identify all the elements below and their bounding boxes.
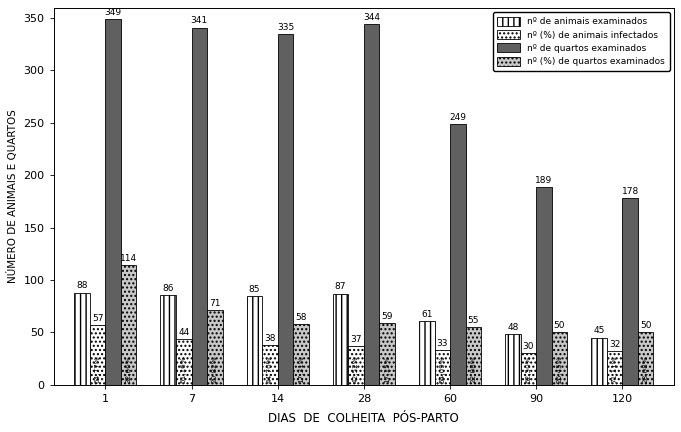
Bar <box>90 325 106 384</box>
Text: 71: 71 <box>209 299 221 308</box>
Text: 85: 85 <box>249 285 260 294</box>
Text: 20,82%: 20,82% <box>212 355 218 383</box>
Text: 58: 58 <box>295 313 306 322</box>
Bar <box>121 265 136 384</box>
Text: 59: 59 <box>381 312 393 321</box>
Bar <box>278 34 294 384</box>
Text: 114: 114 <box>120 254 137 263</box>
Text: 87: 87 <box>335 283 347 292</box>
Text: 335: 335 <box>276 23 294 32</box>
Text: 30: 30 <box>523 342 534 351</box>
Bar <box>622 198 638 384</box>
Bar <box>333 294 349 384</box>
Text: 45: 45 <box>593 327 605 336</box>
Text: 48: 48 <box>507 323 519 332</box>
Text: 61: 61 <box>421 310 432 319</box>
Bar <box>638 332 653 384</box>
Text: 38: 38 <box>264 334 276 343</box>
Bar <box>591 337 607 384</box>
Bar <box>294 324 308 384</box>
Text: 249: 249 <box>449 113 466 122</box>
Bar <box>106 19 121 384</box>
Text: 42,52%: 42,52% <box>353 355 359 383</box>
Text: 349: 349 <box>105 8 122 17</box>
Text: 32: 32 <box>609 340 620 349</box>
Text: 44,70%: 44,70% <box>267 355 273 383</box>
Bar <box>552 332 567 384</box>
X-axis label: DIAS  DE  COLHEITA  PÓS-PARTO: DIAS DE COLHEITA PÓS-PARTO <box>268 412 459 425</box>
Bar <box>607 351 622 384</box>
Text: 341: 341 <box>191 16 208 25</box>
Bar <box>191 28 207 384</box>
Text: 28,08%: 28,08% <box>643 355 648 383</box>
Text: 32,66%: 32,66% <box>125 355 131 383</box>
Bar <box>466 327 481 384</box>
Text: 178: 178 <box>622 187 639 196</box>
Text: 71,11%: 71,11% <box>612 355 618 383</box>
Bar <box>521 353 536 384</box>
Text: 64,77%: 64,77% <box>95 355 101 383</box>
Bar <box>262 345 278 384</box>
Text: 57: 57 <box>92 314 104 323</box>
Bar <box>247 295 262 384</box>
Text: 44: 44 <box>178 327 189 337</box>
Text: 22,08%: 22,08% <box>471 355 476 383</box>
Bar <box>450 124 466 384</box>
Text: 50: 50 <box>554 321 565 330</box>
Bar <box>379 323 395 384</box>
Bar <box>364 24 379 384</box>
Bar <box>161 295 176 384</box>
Bar <box>207 310 223 384</box>
Legend: nº de animais examinados, nº (%) de animais infectados, nº de quartos examinados: nº de animais examinados, nº (%) de anim… <box>493 12 669 71</box>
Text: 62,50%: 62,50% <box>526 355 531 383</box>
Bar <box>536 187 552 384</box>
Text: 33: 33 <box>437 339 448 348</box>
Bar <box>349 346 364 384</box>
Text: 17,31%: 17,31% <box>298 355 304 383</box>
Text: 50: 50 <box>640 321 651 330</box>
Bar <box>176 339 191 384</box>
Bar <box>505 334 521 384</box>
Text: 86: 86 <box>163 283 174 292</box>
Text: 37: 37 <box>350 335 362 344</box>
Bar <box>434 350 450 384</box>
Text: 51,16%: 51,16% <box>180 355 187 383</box>
Text: 88: 88 <box>76 281 88 290</box>
Text: 54,09%: 54,09% <box>439 355 445 383</box>
Bar <box>74 292 90 384</box>
Text: 189: 189 <box>535 176 552 184</box>
Bar <box>419 321 434 384</box>
Text: 344: 344 <box>363 13 380 22</box>
Text: 55: 55 <box>468 316 479 325</box>
Text: 17,15%: 17,15% <box>384 355 390 383</box>
Y-axis label: NÚMERO DE ANIMAIS E QUARTOS: NÚMERO DE ANIMAIS E QUARTOS <box>7 109 18 283</box>
Text: 26,45%: 26,45% <box>556 355 563 383</box>
